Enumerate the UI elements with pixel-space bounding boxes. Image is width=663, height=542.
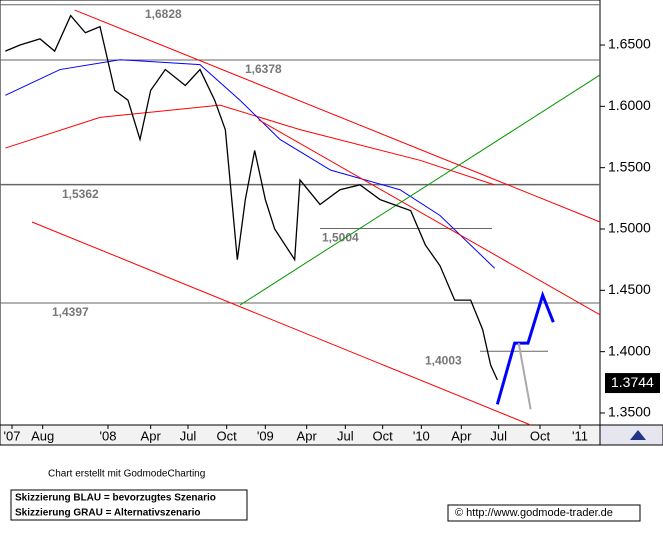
url-box: [447, 504, 641, 522]
overlay-line: [517, 342, 532, 410]
credit: Chart erstellt mit GodmodeCharting: [48, 469, 205, 480]
icon: [630, 430, 646, 440]
y-tick-label: 1.6500: [608, 36, 651, 52]
x-tick-label: Apr: [451, 428, 472, 443]
level-label: 1,5362: [62, 187, 99, 201]
level-label: 1,6378: [245, 62, 282, 76]
x-tick-label: Oct: [530, 428, 551, 443]
x-tick-label: Jul: [337, 428, 354, 443]
plot-area: [0, 0, 601, 426]
y-tick-label: 1.6000: [608, 97, 651, 113]
x-tick-label: '08: [100, 428, 117, 443]
last-price: 1.3744: [611, 374, 654, 390]
x-tick-label: '07: [4, 428, 21, 443]
x-tick-label: Oct: [373, 428, 394, 443]
y-tick-label: 1.4500: [608, 281, 651, 297]
y-tick-label: 1.4000: [608, 342, 651, 358]
x-tick-label: '11: [572, 428, 588, 443]
y-tick-label: 1.3500: [608, 404, 651, 420]
overlay-line: [5, 104, 495, 186]
level-label: 1,5004: [322, 231, 359, 245]
y-tick-label: 1.5000: [608, 220, 651, 236]
last-price-box: [605, 373, 660, 394]
overlay-line: [258, 119, 601, 316]
overlay-line: [31, 221, 531, 426]
x-tick-label: '10: [413, 428, 430, 443]
x-tick-label: Jul: [180, 428, 197, 443]
y-tick-label: 1.5500: [608, 158, 651, 174]
level-label: 1,6828: [145, 7, 182, 21]
x-tick-label: Oct: [217, 428, 238, 443]
x-tick-label: Jul: [490, 428, 507, 443]
legend-line: Skizzierung BLAU = bevorzugtes Szenario: [15, 493, 216, 504]
overlay-line: [495, 290, 555, 405]
x-tick-label: Aug: [31, 428, 54, 443]
level-label: 1,4003: [425, 353, 462, 367]
legend-line: Skizzierung GRAU = Alternativszenario: [15, 508, 201, 519]
corner-icon: [599, 424, 663, 446]
legend-box: [10, 489, 248, 521]
overlay-line: [5, 59, 496, 269]
url: © http://www.godmode-trader.de: [455, 507, 613, 519]
x-tick-label: Apr: [297, 428, 318, 443]
overlay-line: [74, 9, 601, 223]
level-label: 1,4397: [52, 305, 89, 319]
x-tick-label: Apr: [141, 428, 162, 443]
price-line: [5, 14, 498, 381]
x-tick-label: '09: [257, 428, 274, 443]
overlay-line: [239, 74, 601, 306]
